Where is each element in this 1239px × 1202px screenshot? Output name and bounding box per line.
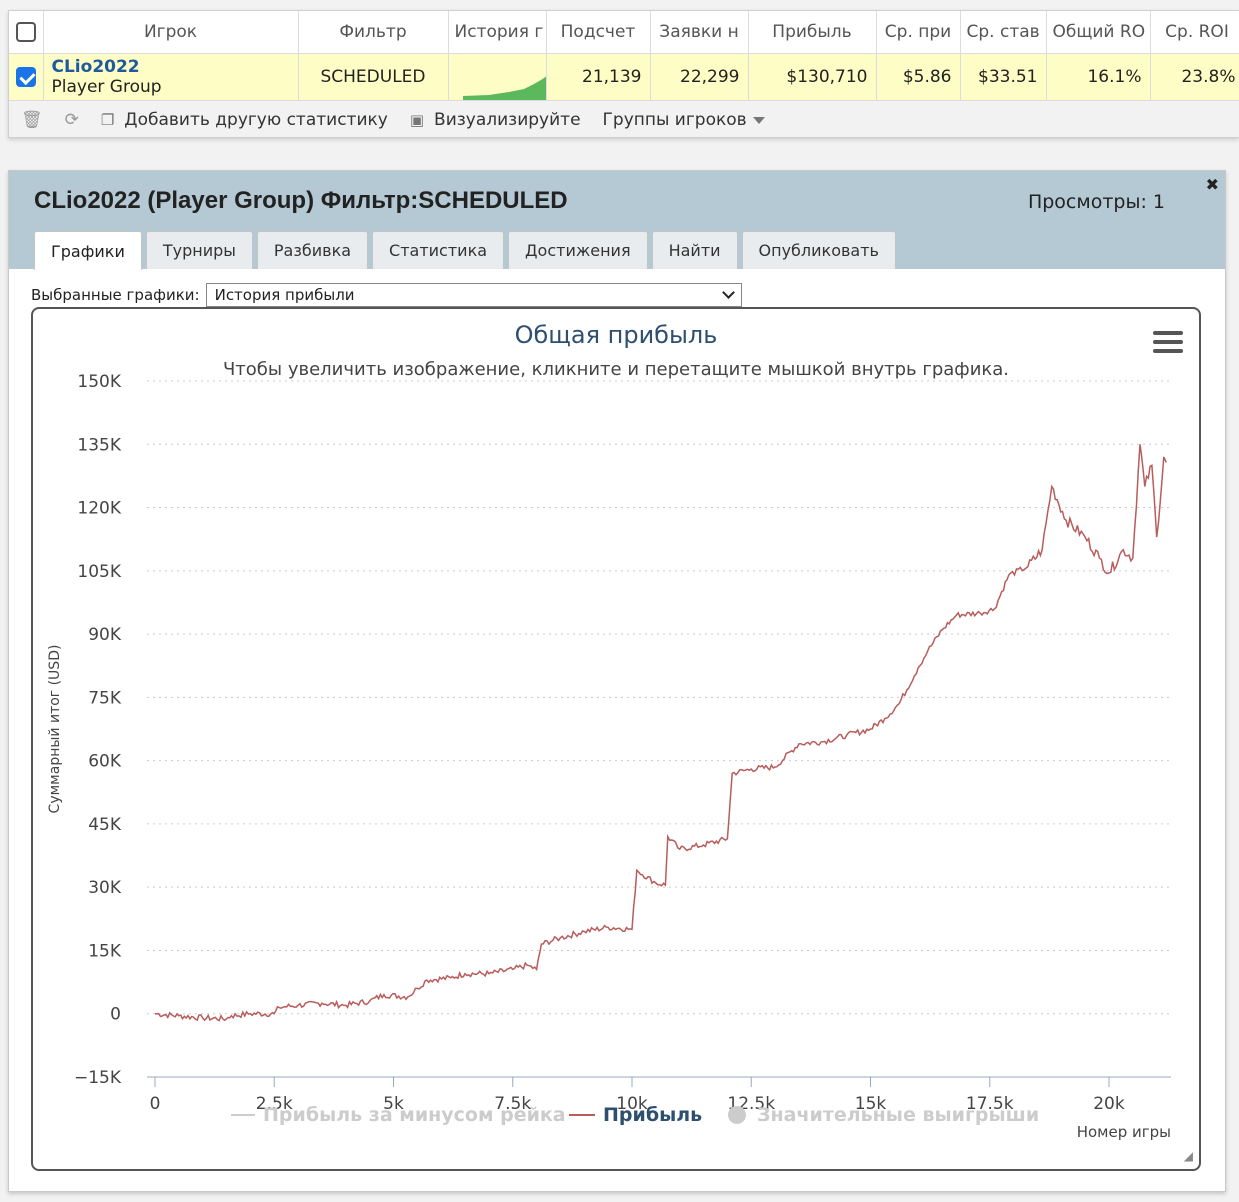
y-axis-label: Суммарный итог (USD)	[47, 645, 63, 814]
views-counter: Просмотры: 1	[1027, 191, 1165, 213]
x-tick-label: 7.5k	[494, 1094, 531, 1114]
history-sparkline	[448, 53, 547, 101]
chart-legend: Прибыль за минусом рейка Прибыль Значитель…	[231, 1104, 1039, 1126]
copy-icon: ❐	[100, 111, 115, 129]
stats-toolbar: 🗑 ⟳ ❐ Добавить другую статистику ▣ Визуа…	[9, 101, 1239, 137]
row-checkbox[interactable]	[9, 53, 44, 101]
x-tick-label: 20k	[1093, 1094, 1125, 1114]
sparkline-chart	[462, 76, 545, 99]
trash-icon[interactable]: 🗑	[21, 110, 43, 130]
y-tick-label: 75K	[88, 688, 122, 708]
series-layer	[154, 444, 1167, 1022]
x-tick-label: 5k	[383, 1094, 404, 1114]
avg-roi-cell: 23.8%	[1150, 53, 1239, 101]
col-header-player[interactable]: Игрок	[43, 11, 299, 54]
col-header-avg-roi[interactable]: Ср. ROI	[1150, 11, 1239, 54]
legend-item-net-profit: Прибыль за минусом рейка	[263, 1104, 566, 1126]
y-tick-label: 60K	[88, 752, 122, 772]
add-stat-button[interactable]: ❐ Добавить другую статистику	[101, 110, 388, 130]
grid-lines	[147, 380, 1171, 1078]
chart-container[interactable]: Общая прибыль Чтобы увеличить изображени…	[31, 307, 1201, 1171]
y-tick-label: 90K	[88, 625, 122, 645]
col-header-profit[interactable]: Прибыль	[748, 11, 877, 54]
col-header-avg-profit[interactable]: Ср. при	[876, 11, 961, 54]
y-tick-label: 0	[110, 1005, 121, 1025]
select-all-checkbox[interactable]	[9, 11, 44, 54]
y-axis-ticks: −15K 0 15K 30K 45K 60K 75K 90K 105K 120K 135K 150K	[74, 372, 122, 1088]
x-tick-label: 10k	[616, 1094, 648, 1114]
player-group-label: Player Group	[51, 76, 162, 97]
tab-find[interactable]: Найти	[651, 231, 738, 269]
filter-cell: SCHEDULED	[298, 53, 449, 101]
stats-table: Игрок Фильтр История г Подсчет Заявки н …	[9, 11, 1239, 101]
chevron-down-icon	[752, 116, 765, 124]
resize-handle-icon[interactable]: ◢	[1183, 1149, 1193, 1163]
col-header-entries[interactable]: Заявки н	[650, 11, 749, 54]
image-icon: ▣	[409, 111, 425, 129]
panel-tabs: Графики Турниры Разбивка Статистика Дост…	[34, 231, 900, 270]
tab-achievements[interactable]: Достижения	[508, 231, 648, 269]
panel-header: CLio2022 (Player Group) Фильтр:SCHEDULED…	[9, 171, 1225, 270]
count-cell: 21,139	[546, 53, 651, 101]
y-tick-label: 30K	[88, 878, 122, 898]
col-header-avg-stake[interactable]: Ср. став	[960, 11, 1047, 54]
chart-select-dropdown[interactable]: История прибыли	[205, 283, 742, 307]
close-icon[interactable]: ✖	[1205, 175, 1219, 194]
graph-panel: CLio2022 (Player Group) Фильтр:SCHEDULED…	[8, 170, 1226, 1192]
panel-title: CLio2022 (Player Group) Фильтр:SCHEDULED	[34, 187, 568, 214]
player-cell: CLio2022 Player Group	[43, 53, 299, 101]
y-tick-label: 120K	[77, 499, 121, 519]
avg-stake-cell: $33.51	[960, 53, 1047, 101]
total-roi-cell: 16.1%	[1046, 53, 1151, 101]
chart-select-label: Выбранные графики:	[31, 286, 200, 304]
tab-tournaments[interactable]: Турниры	[145, 231, 253, 269]
y-tick-label: 15K	[88, 941, 122, 961]
x-tick-label: 15k	[855, 1094, 887, 1114]
x-axis-ticks: 0 2.5k 5k 7.5k 10k 12.5k 15k 17.5k 20k	[150, 1077, 1125, 1114]
player-groups-dropdown[interactable]: Группы игроков	[603, 110, 765, 130]
chart-select-value: История прибыли	[214, 286, 355, 304]
table-header-row: Игрок Фильтр История г Подсчет Заявки н …	[9, 11, 1239, 54]
player-groups-label: Группы игроков	[602, 110, 747, 130]
hamburger-menu-icon[interactable]	[1153, 331, 1183, 355]
table-row[interactable]: CLio2022 Player Group SCHEDULED 21,139 2…	[9, 53, 1239, 101]
x-tick-label: 17.5k	[966, 1094, 1014, 1114]
y-tick-label: 45K	[88, 815, 122, 835]
chart-title: Общая прибыль	[515, 321, 718, 349]
col-header-history[interactable]: История г	[448, 11, 547, 54]
x-axis-label: Номер игры	[1077, 1123, 1171, 1141]
player-name-link[interactable]: CLio2022	[51, 56, 140, 77]
profit-series-line	[154, 444, 1167, 1022]
x-tick-label: 0	[150, 1094, 161, 1114]
tab-breakdown[interactable]: Разбивка	[256, 231, 369, 269]
y-tick-label: 105K	[77, 562, 121, 582]
legend-item-profit: Прибыль	[603, 1104, 702, 1126]
profit-cell: $130,710	[748, 53, 877, 101]
tab-statistics[interactable]: Статистика	[372, 231, 505, 269]
add-stat-label: Добавить другую статистику	[124, 110, 388, 130]
x-tick-label: 2.5k	[256, 1094, 293, 1114]
visualize-label: Визуализируйте	[434, 110, 581, 130]
avg-profit-cell: $5.86	[876, 53, 961, 101]
entries-cell: 22,299	[650, 53, 749, 101]
tab-charts[interactable]: Графики	[34, 231, 142, 270]
visualize-button[interactable]: ▣ Визуализируйте	[410, 110, 581, 130]
legend-symbol-big-wins	[728, 1106, 746, 1124]
legend-item-big-wins: Значительные выигрыши	[757, 1104, 1039, 1126]
y-tick-label: −15K	[74, 1068, 122, 1088]
col-header-total-roi[interactable]: Общий RO	[1046, 11, 1151, 54]
stats-panel: Игрок Фильтр История г Подсчет Заявки н …	[8, 10, 1239, 138]
chevron-down-icon	[721, 286, 735, 299]
profit-chart[interactable]: Общая прибыль Чтобы увеличить изображени…	[33, 309, 1199, 1169]
col-header-filter[interactable]: Фильтр	[298, 11, 449, 54]
y-tick-label: 150K	[77, 372, 121, 392]
chart-subtitle: Чтобы увеличить изображение, кликните и …	[223, 359, 1009, 380]
chart-select-row: Выбранные графики: История прибыли	[31, 283, 742, 307]
refresh-icon[interactable]: ⟳	[64, 110, 79, 130]
col-header-count[interactable]: Подсчет	[546, 11, 651, 54]
tab-publish[interactable]: Опубликовать	[741, 231, 896, 269]
y-tick-label: 135K	[77, 435, 121, 455]
